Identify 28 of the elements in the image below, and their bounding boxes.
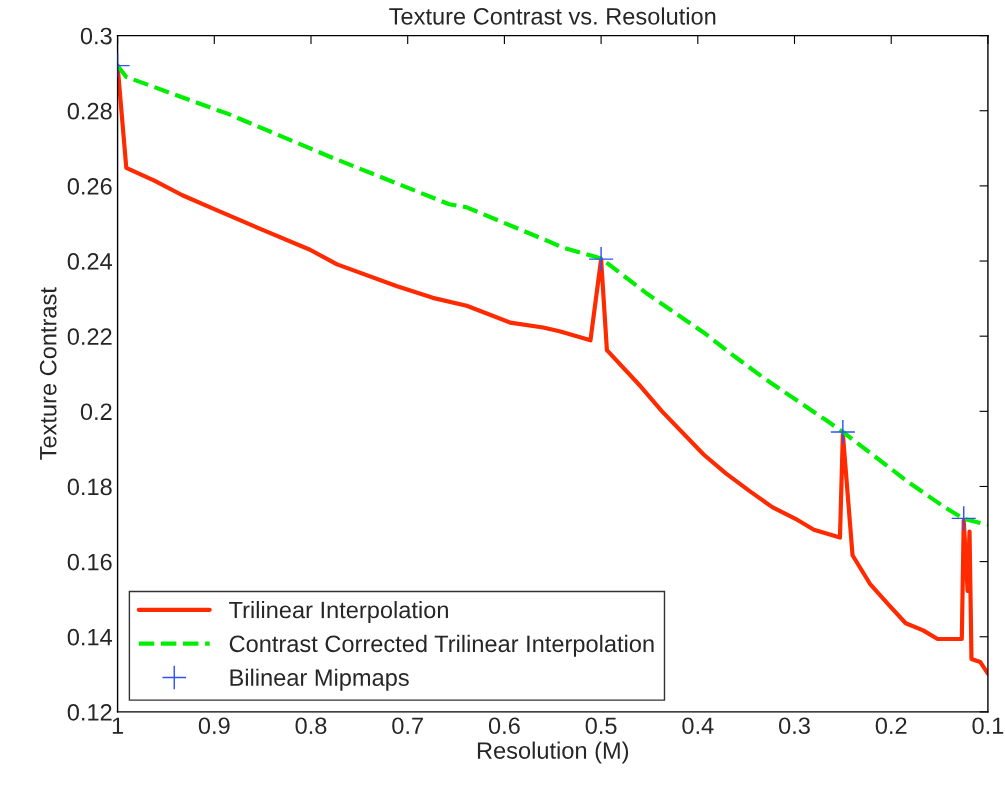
legend-label: Trilinear Interpolation [229, 601, 448, 624]
x-tick-label: 0.5 [585, 717, 617, 735]
y-tick-label: 0.28 [67, 102, 112, 120]
y-axis-title: Texture Contrast [39, 287, 57, 460]
y-tick-label: 0.22 [67, 328, 112, 345]
y-tick-label: 0.3 [80, 27, 112, 45]
x-tick-label: 0.9 [198, 717, 230, 735]
x-tick-label: 0.3 [779, 717, 810, 735]
y-tick-label: 0.24 [67, 253, 113, 270]
x-tick-label: 0.7 [392, 717, 423, 735]
y-tick-label: 0.18 [67, 478, 112, 496]
y-tick-label: 0.14 [67, 628, 113, 646]
point [589, 247, 614, 272]
x-tick-label: 0.6 [488, 717, 520, 735]
x-tick-label: 0.8 [295, 717, 327, 735]
x-tick-label: 0.4 [682, 717, 714, 735]
x-tick-label: 0.2 [875, 717, 907, 735]
x-tick-label: 0.1 [972, 717, 1004, 735]
legend-label: Contrast Corrected Trilinear Interpolation [229, 634, 654, 657]
chart-title: Texture Contrast vs. Resolution [389, 7, 716, 25]
y-tick-label: 0.12 [67, 703, 112, 721]
legend-label: Bilinear Mipmaps [230, 668, 409, 691]
point [830, 419, 855, 445]
y-tick-label: 0.2 [80, 403, 112, 421]
y-tick-label: 0.16 [67, 553, 112, 571]
x-axis-title: Resolution (M) [477, 741, 629, 764]
x-tick-label: 1 [112, 717, 123, 734]
y-tick-label: 0.26 [67, 177, 112, 195]
